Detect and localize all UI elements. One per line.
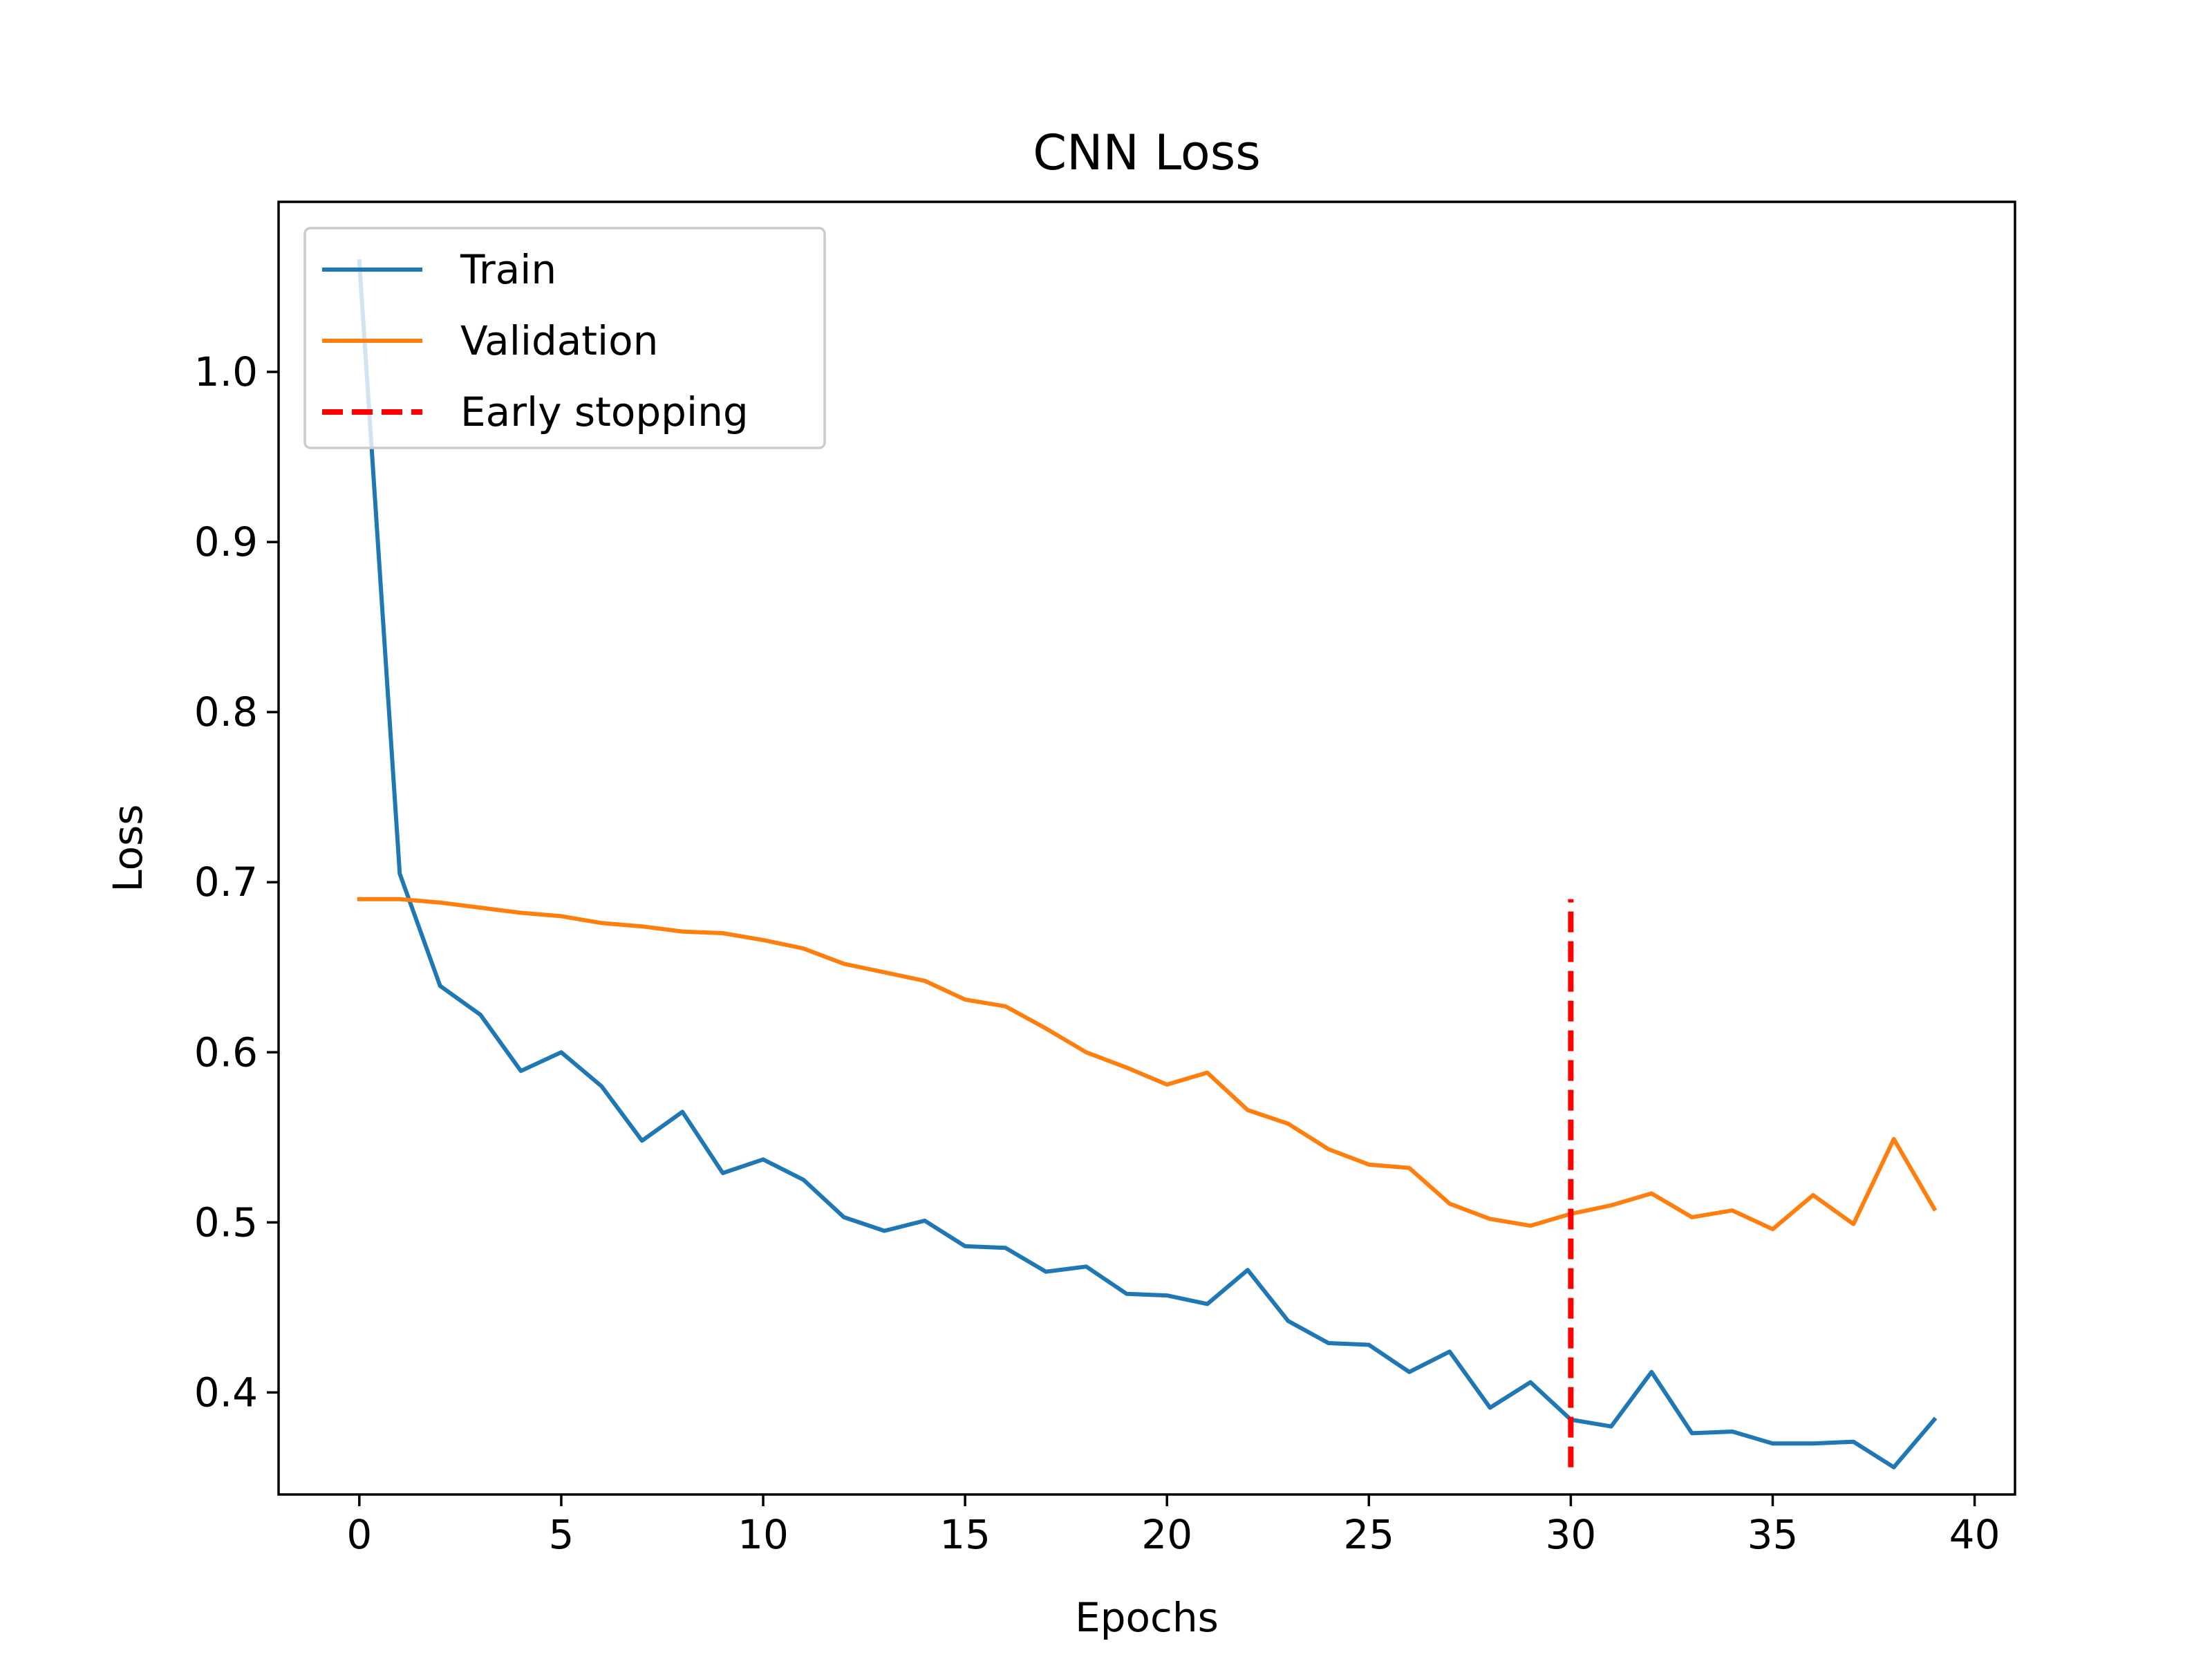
y-tick-label: 1.0 (194, 348, 258, 395)
legend: Train Validation Early stopping (303, 227, 826, 449)
x-tick-label: 15 (939, 1511, 991, 1558)
y-tick-label: 0.9 (194, 518, 258, 565)
x-tick-label: 10 (738, 1511, 789, 1558)
x-tick-label: 30 (1545, 1511, 1596, 1558)
x-tick-label: 20 (1141, 1511, 1192, 1558)
series-line-validation (357, 897, 1938, 1232)
x-tick-label: 40 (1949, 1511, 2000, 1558)
x-tick-label: 5 (548, 1511, 574, 1558)
y-tick-label: 0.6 (194, 1029, 258, 1076)
x-tick-label: 25 (1343, 1511, 1394, 1558)
plot-frame (277, 200, 2016, 1496)
x-tick-label: 0 (346, 1511, 372, 1558)
y-tick-label: 0.7 (194, 859, 258, 906)
y-tick-label: 0.8 (194, 688, 258, 735)
y-tick-label: 0.4 (194, 1369, 258, 1416)
series-line-train (357, 259, 1938, 1470)
x-axis-label: Epochs (1075, 1594, 1219, 1641)
chart-title: CNN Loss (1033, 124, 1260, 181)
x-tick-label: 35 (1747, 1511, 1799, 1558)
y-axis-ticks: 0.4 0.5 0.6 0.7 0.8 0.9 1.0 (194, 348, 279, 1416)
y-axis-label: Loss (104, 804, 151, 892)
y-tick-label: 0.5 (194, 1199, 258, 1246)
legend-label: Validation (460, 317, 658, 364)
legend-label: Early stopping (460, 388, 749, 435)
legend-label: Train (460, 246, 556, 293)
series-layer (357, 259, 1938, 1470)
x-axis-ticks: 0 5 10 15 20 25 30 35 40 (346, 1494, 2000, 1558)
legend-box (303, 227, 826, 449)
